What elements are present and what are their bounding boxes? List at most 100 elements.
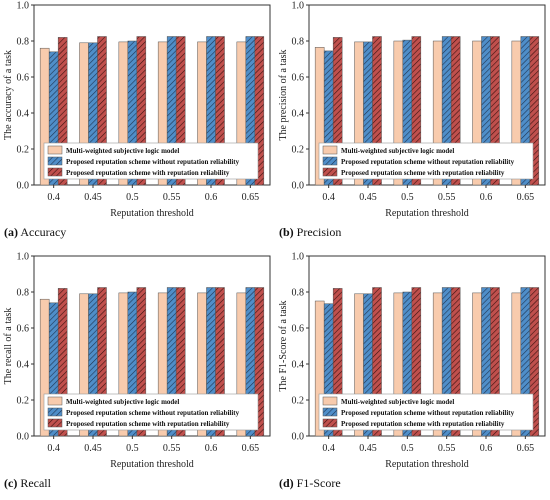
chart-panel-4: 0.0 0.2 0.4 0.6 0.8 1.0 0.4 0.45 0.5 0.55 0.6 0.65 M… xyxy=(278,252,546,490)
legend-swatch-1 xyxy=(322,396,338,406)
chart-panel-1: 0.0 0.2 0.4 0.6 0.8 1.0 0.4 0.45 0.5 0.55 0.6 0.65 M… xyxy=(3,1,271,239)
caption-text: Precision xyxy=(294,225,342,239)
bar-0.5-series-3 xyxy=(136,36,147,186)
x-tick-label: 0.6 xyxy=(205,192,218,203)
legend-entry-2: Proposed reputation scheme without reput… xyxy=(341,409,515,417)
panel-caption: (d) F1-Score xyxy=(279,476,341,490)
caption-letter: (d) xyxy=(279,476,294,490)
x-tick-label: 0.45 xyxy=(84,443,102,454)
y-tick-label: 0.4 xyxy=(17,109,30,120)
legend-swatch-2 xyxy=(47,407,63,417)
legend-entry-1: Multi-weighted subjective logic model xyxy=(66,147,179,155)
bar-0.6-series-3 xyxy=(215,287,225,437)
y-tick-label: 1.0 xyxy=(292,1,305,12)
legend: Multi-weighted subjective logic model Pro… xyxy=(318,393,534,431)
y-tick-label: 0.2 xyxy=(17,396,30,407)
y-tick-label: 1.0 xyxy=(17,252,30,263)
bar-0.4-series-3 xyxy=(332,288,343,437)
x-axis-label: Reputation threshold xyxy=(110,208,194,219)
y-tick-label: 0.0 xyxy=(17,432,30,443)
x-tick-label: 0.5 xyxy=(401,192,414,203)
x-tick-label: 0.65 xyxy=(517,192,535,203)
x-tick-label: 0.45 xyxy=(359,443,377,454)
chart-panel-3: 0.0 0.2 0.4 0.6 0.8 1.0 0.4 0.45 0.5 0.55 0.6 0.65 M… xyxy=(3,252,271,490)
bar-0.45-series-3 xyxy=(372,287,382,437)
y-axis-label: The precision of a task xyxy=(278,49,289,140)
legend-entry-2: Proposed reputation scheme without reput… xyxy=(66,158,240,166)
legend-entry-3: Proposed reputation scheme with reputati… xyxy=(341,420,505,428)
legend-box xyxy=(318,142,534,180)
caption-text: Recall xyxy=(17,476,51,490)
y-tick-label: 0.2 xyxy=(292,145,305,156)
y-tick-label: 0.2 xyxy=(292,396,305,407)
x-tick-label: 0.45 xyxy=(359,192,377,203)
legend: Multi-weighted subjective logic model Pro… xyxy=(318,142,534,180)
bar-0.6-series-3 xyxy=(490,287,500,437)
x-tick-label: 0.4 xyxy=(47,443,60,454)
y-tick-label: 0.4 xyxy=(292,109,305,120)
x-tick-label: 0.5 xyxy=(401,443,414,454)
legend-swatch-2 xyxy=(47,156,63,166)
bar-0.5-series-3 xyxy=(411,36,422,186)
bar-0.6-series-3 xyxy=(215,36,225,186)
y-tick-label: 0.6 xyxy=(292,73,305,84)
legend-entry-3: Proposed reputation scheme with reputati… xyxy=(341,169,505,177)
bar-0.65-series-3 xyxy=(529,36,540,186)
panel-caption: (c) Recall xyxy=(4,476,52,490)
legend-swatch-1 xyxy=(47,145,63,155)
x-tick-label: 0.45 xyxy=(84,192,102,203)
bar-0.4-series-3 xyxy=(57,288,68,437)
caption-text: F1-Score xyxy=(294,476,341,490)
y-tick-label: 1.0 xyxy=(292,252,305,263)
y-tick-label: 0.8 xyxy=(292,37,305,48)
x-tick-label: 0.65 xyxy=(242,443,260,454)
x-tick-label: 0.55 xyxy=(163,192,181,203)
y-tick-label: 0.6 xyxy=(17,73,30,84)
x-tick-label: 0.4 xyxy=(47,192,60,203)
bar-0.45-series-3 xyxy=(97,36,107,186)
legend-entry-2: Proposed reputation scheme without reput… xyxy=(341,158,515,166)
bar-0.5-series-3 xyxy=(136,287,147,437)
y-axis-label: The recall of a task xyxy=(3,308,14,385)
bar-0.5-series-3 xyxy=(411,287,422,437)
legend-swatch-3 xyxy=(322,167,338,177)
x-tick-label: 0.55 xyxy=(163,443,181,454)
x-tick-label: 0.65 xyxy=(517,443,535,454)
legend-swatch-3 xyxy=(47,418,63,428)
y-tick-label: 0.4 xyxy=(17,360,30,371)
y-tick-label: 0.0 xyxy=(292,181,305,192)
bar-0.6-series-3 xyxy=(490,36,500,186)
y-tick-label: 0.8 xyxy=(292,288,305,299)
legend-swatch-3 xyxy=(322,418,338,428)
legend-entry-2: Proposed reputation scheme without reput… xyxy=(66,409,240,417)
legend-box xyxy=(43,142,259,180)
x-tick-label: 0.4 xyxy=(322,192,335,203)
y-tick-label: 0.2 xyxy=(17,145,30,156)
x-tick-label: 0.5 xyxy=(126,192,139,203)
bar-0.4-series-3 xyxy=(57,37,68,186)
plot-frame xyxy=(308,4,546,186)
x-axis-label: Reputation threshold xyxy=(385,208,469,219)
legend-entry-3: Proposed reputation scheme with reputati… xyxy=(66,169,230,177)
bar-0.55-series-3 xyxy=(175,287,186,437)
y-tick-label: 0.8 xyxy=(17,37,30,48)
legend-swatch-1 xyxy=(322,145,338,155)
y-axis-label: The F1-Score of a task xyxy=(278,300,289,391)
x-tick-label: 0.6 xyxy=(480,443,493,454)
x-tick-label: 0.4 xyxy=(322,443,335,454)
caption-letter: (a) xyxy=(4,225,18,239)
bar-0.55-series-3 xyxy=(450,36,461,186)
x-axis-label: Reputation threshold xyxy=(385,459,469,470)
caption-letter: (c) xyxy=(4,476,17,490)
legend-entry-3: Proposed reputation scheme with reputati… xyxy=(66,420,230,428)
x-axis-label: Reputation threshold xyxy=(110,459,194,470)
y-tick-label: 1.0 xyxy=(17,1,30,12)
plot-frame xyxy=(33,255,271,437)
x-tick-label: 0.6 xyxy=(480,192,493,203)
bar-0.65-series-3 xyxy=(254,36,265,186)
y-tick-label: 0.4 xyxy=(292,360,305,371)
chart-panel-2: 0.0 0.2 0.4 0.6 0.8 1.0 0.4 0.45 0.5 0.55 0.6 0.65 M… xyxy=(278,1,546,239)
panel-caption: (a) Accuracy xyxy=(4,225,66,239)
